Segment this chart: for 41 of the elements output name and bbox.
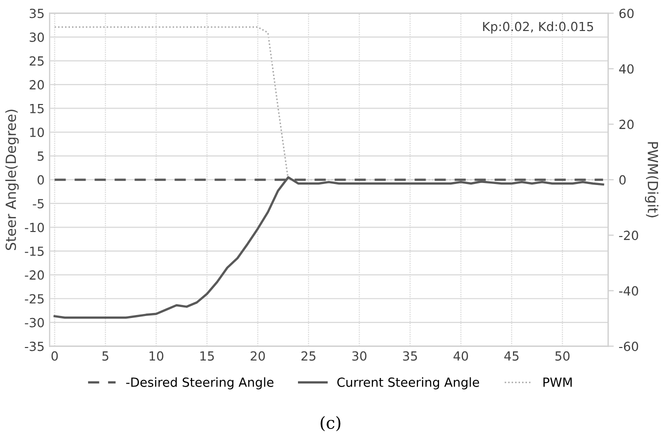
y-tick-label: 30 — [30, 32, 44, 42]
legend-label: -Desired Steering Angle — [126, 377, 274, 390]
y-tick-label: 25 — [30, 56, 44, 66]
text: (c) — [320, 416, 340, 432]
x-tick-label: 10 — [150, 351, 164, 361]
y-tick-label: -25 — [24, 294, 44, 304]
legend-label: PWM — [543, 378, 572, 387]
y-tick-label: -35 — [24, 342, 44, 352]
y-tick-label: -30 — [24, 318, 44, 328]
y2-tick-label: 0 — [619, 175, 626, 185]
y2-axis-title: PWM(Digit) — [644, 142, 658, 218]
y2-tick-label: -40 — [619, 286, 638, 296]
y-tick-label: 20 — [30, 80, 44, 90]
y-tick-label: 5 — [38, 152, 44, 161]
x-tick-label: 25 — [302, 351, 316, 361]
y2-tick-label: -60 — [619, 342, 638, 352]
x-tick-label: 20 — [250, 351, 265, 361]
x-tick-label: 35 — [403, 351, 417, 361]
x-tick-label: 50 — [555, 351, 570, 361]
y2-tick-label: 40 — [619, 64, 634, 74]
y2-tick-label: 20 — [619, 120, 634, 130]
x-tick-label: 40 — [454, 351, 468, 361]
y-tick-label: 0 — [38, 175, 44, 185]
y-axis-title: Steer Angle(Degree) — [5, 110, 19, 250]
x-tick-label: 30 — [352, 351, 366, 361]
x-tick-label: 5 — [102, 351, 108, 361]
y-tick-label: -5 — [32, 199, 44, 208]
x-tick-label: 15 — [200, 351, 214, 361]
legend-label: Current Steering Angle — [337, 377, 480, 390]
x-tick-label: 0 — [52, 351, 58, 361]
y2-tick-label: 60 — [619, 8, 634, 18]
y-tick-label: -15 — [24, 246, 44, 256]
y-tick-label: 10 — [30, 128, 44, 138]
y2-tick-label: -20 — [619, 230, 638, 240]
y-tick-label: -20 — [24, 270, 44, 280]
annotation: Kp:0.02, Kd:0.015 — [483, 22, 594, 34]
line-series — [54, 176, 604, 319]
y-tick-label: -10 — [24, 222, 44, 232]
y-tick-label: 15 — [30, 104, 44, 114]
y-tick-label: 35 — [30, 8, 44, 18]
x-tick-label: 45 — [504, 351, 519, 361]
